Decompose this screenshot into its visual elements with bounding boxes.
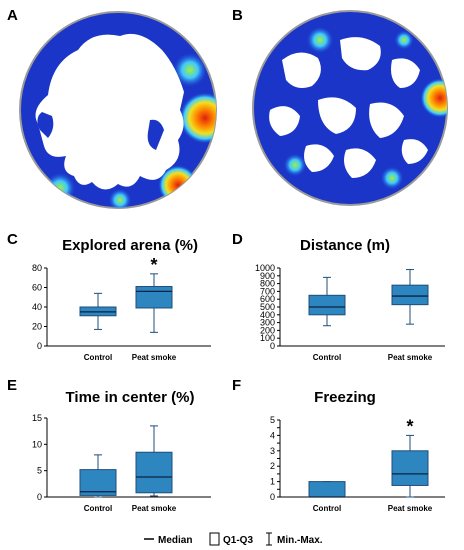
legend-minmax-swatch xyxy=(266,532,272,546)
chart-panel-e: E Time in center (%) 0 5 10 15 Control Peat smo… xyxy=(7,377,211,513)
significance-mark: * xyxy=(406,416,413,436)
box-e-1 xyxy=(79,454,117,498)
box-f-2: * xyxy=(391,416,429,498)
box-d-2 xyxy=(391,269,429,325)
box-c-1 xyxy=(79,292,117,330)
panel-letter-f: F xyxy=(232,377,241,394)
panel-letter-b: B xyxy=(232,7,243,24)
category-label-f: Control xyxy=(313,504,341,513)
y-tick-label-d: 200 xyxy=(260,325,275,335)
significance-mark: * xyxy=(150,255,157,275)
y-tick-label-c: 20 xyxy=(32,322,42,332)
y-tick-label-f: 0 xyxy=(270,492,275,502)
y-tick-label-f: 3 xyxy=(270,446,275,456)
y-tick-label-d: 600 xyxy=(260,294,275,304)
y-tick-label-d: 0 xyxy=(270,341,275,351)
y-tick-label-f: 2 xyxy=(270,461,275,471)
y-tick-label-c: 0 xyxy=(37,341,42,351)
heatmap-b xyxy=(252,10,448,206)
panel-letter-c: C xyxy=(7,231,18,248)
panel-letter-d: D xyxy=(232,231,243,248)
category-label-d: Control xyxy=(313,353,341,362)
y-tick-label-e: 5 xyxy=(37,466,42,476)
box-e-2 xyxy=(135,425,173,497)
y-tick-label-d: 400 xyxy=(260,310,275,320)
box-d-1 xyxy=(308,276,346,327)
category-label-f: Peat smoke xyxy=(388,504,433,513)
y-tick-label-f: 1 xyxy=(270,477,275,487)
category-label-c: Control xyxy=(84,353,112,362)
y-tick-label-e: 15 xyxy=(32,413,42,423)
y-tick-label-c: 80 xyxy=(32,263,42,273)
legend-median-label: Median xyxy=(158,535,192,546)
y-tick-label-e: 10 xyxy=(32,439,42,449)
panel-letter-a: A xyxy=(7,7,18,24)
heatmap-a xyxy=(19,11,217,209)
y-tick-label-d: 100 xyxy=(260,333,275,343)
category-label-c: Peat smoke xyxy=(132,353,177,362)
legend-q1q3-swatch xyxy=(209,532,220,546)
y-tick-label-f: 5 xyxy=(270,415,275,425)
y-tick-label-d: 500 xyxy=(260,302,275,312)
y-tick-label-d: 800 xyxy=(260,279,275,289)
chart-panel-f: F Freezing 0 1 2 3 4 5 Control Peat smoke * xyxy=(232,377,445,513)
chart-panel-c: C Explored arena (%) 0 20 40 60 80 Control Peat … xyxy=(7,231,211,362)
chart-title-c: Explored arena (%) xyxy=(62,237,198,254)
y-tick-label-d: 300 xyxy=(260,318,275,328)
y-tick-label-f: 4 xyxy=(270,430,275,440)
chart-panel-d: D Distance (m) 010020030040050060070080090… xyxy=(232,231,445,362)
chart-title-f: Freezing xyxy=(314,389,376,406)
y-tick-label-c: 40 xyxy=(32,302,42,312)
legend: Median Q1-Q3 Min.-Max. xyxy=(144,532,323,546)
legend-q1q3-label: Q1-Q3 xyxy=(223,535,253,546)
category-label-e: Control xyxy=(84,504,112,513)
y-tick-label-d: 1000 xyxy=(255,263,275,273)
category-label-e: Peat smoke xyxy=(132,504,177,513)
iqr-box xyxy=(391,284,429,306)
legend-minmax-label: Min.-Max. xyxy=(277,535,323,546)
y-tick-label-d: 700 xyxy=(260,286,275,296)
iqr-box xyxy=(308,481,346,498)
chart-title-e: Time in center (%) xyxy=(66,389,195,406)
iqr-box xyxy=(308,294,346,316)
box-f-1 xyxy=(308,481,346,498)
y-tick-label-c: 60 xyxy=(32,283,42,293)
panel-letter-e: E xyxy=(7,377,17,394)
iqr-box xyxy=(135,286,173,309)
iqr-box xyxy=(391,450,429,486)
y-tick-label-e: 0 xyxy=(37,492,42,502)
y-tick-label-d: 900 xyxy=(260,271,275,281)
iqr-box xyxy=(135,451,173,494)
box-c-2: * xyxy=(135,255,173,333)
category-label-d: Peat smoke xyxy=(388,353,433,362)
chart-title-d: Distance (m) xyxy=(300,237,390,254)
